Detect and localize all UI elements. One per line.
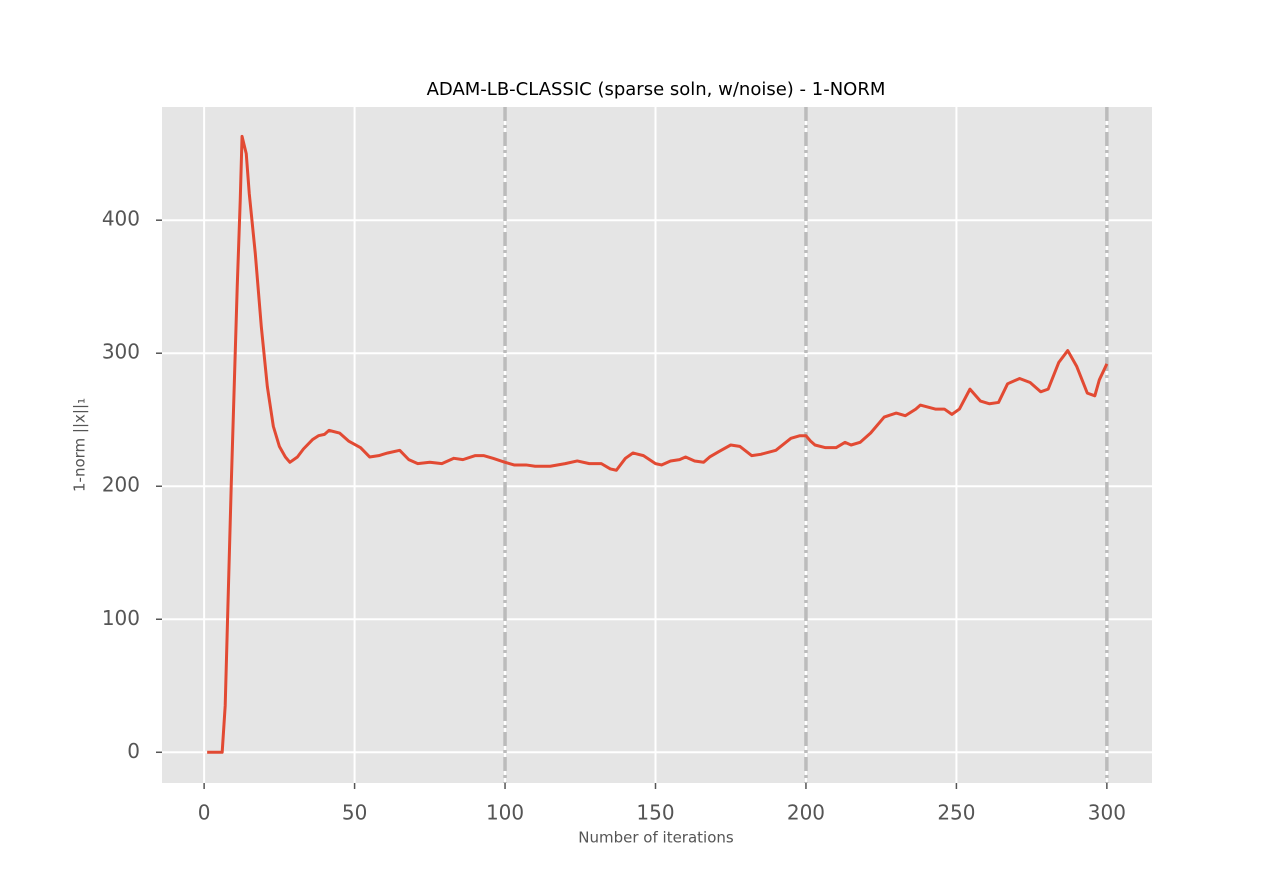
x-tick-label: 250 — [937, 801, 975, 825]
y-axis-label: 1-norm ||x||₁ — [71, 398, 89, 492]
data-line — [207, 134, 1109, 754]
x-tick-label: 300 — [1088, 801, 1126, 825]
y-tick-label: 100 — [102, 606, 140, 630]
x-tick-label: 100 — [486, 801, 524, 825]
x-tick-label: 150 — [636, 801, 674, 825]
y-tick-label: 0 — [127, 739, 140, 763]
x-tick-label: 50 — [342, 801, 367, 825]
x-tick-label: 0 — [198, 801, 211, 825]
x-axis-label: Number of iterations — [578, 829, 734, 847]
y-tick-label: 300 — [102, 340, 140, 364]
y-tick-label: 200 — [102, 473, 140, 497]
chart-title: ADAM-LB-CLASSIC (sparse soln, w/noise) -… — [427, 79, 886, 100]
plot-area — [162, 107, 1152, 783]
x-tick-label: 200 — [787, 801, 825, 825]
y-tick-label: 400 — [102, 207, 140, 231]
